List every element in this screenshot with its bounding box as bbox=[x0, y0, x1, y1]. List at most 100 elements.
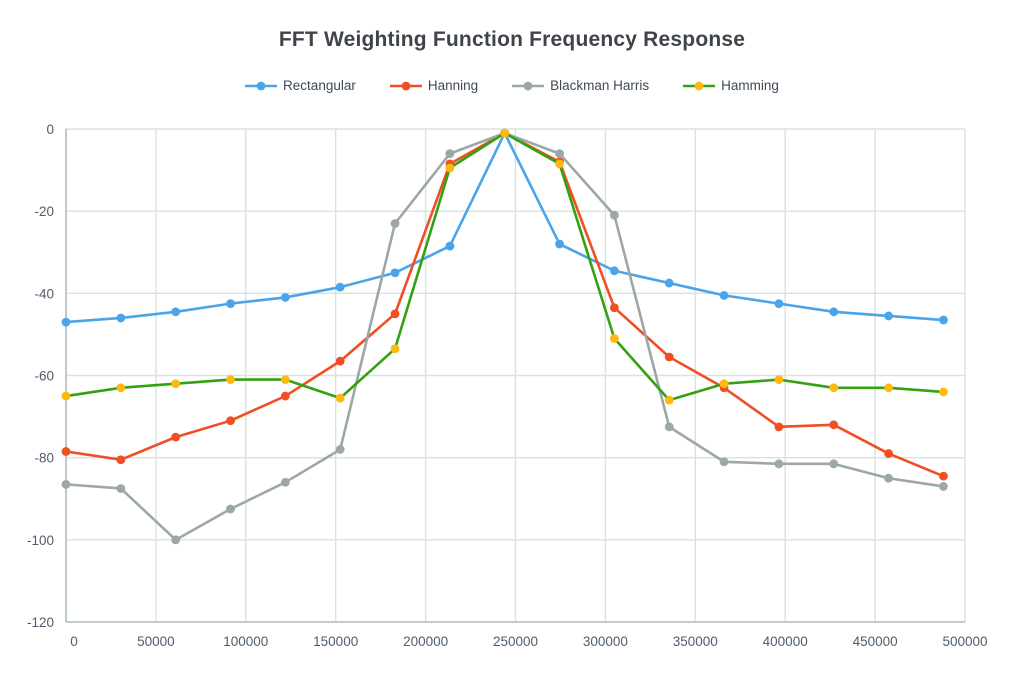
data-point-marker-hanning bbox=[116, 455, 126, 465]
data-point-marker-hanning bbox=[390, 309, 400, 319]
series-line-hamming bbox=[64, 131, 945, 402]
data-point-marker-blackman-harris bbox=[555, 149, 564, 159]
legend-label-blackman-harris: Blackman Harris bbox=[550, 78, 650, 93]
data-point-marker-rectangular bbox=[445, 241, 455, 251]
legend-marker-blackman-harris bbox=[523, 81, 533, 90]
series-line-hanning bbox=[64, 131, 945, 478]
x-axis-tick-label: 150000 bbox=[313, 634, 358, 649]
legend-swatch-rectangular bbox=[245, 81, 278, 90]
y-axis-tick-label: -100 bbox=[27, 533, 54, 548]
y-axis-tick-label: -60 bbox=[34, 369, 54, 384]
data-point-marker-blackman-harris bbox=[719, 457, 729, 467]
data-point-marker-hamming bbox=[280, 375, 290, 385]
data-point-marker-rectangular bbox=[61, 317, 71, 327]
data-point-marker-hamming bbox=[335, 393, 345, 403]
data-point-marker-hamming bbox=[445, 163, 455, 173]
x-axis-tick-label: 100000 bbox=[223, 634, 268, 649]
data-point-marker-rectangular bbox=[884, 311, 893, 321]
data-point-marker-rectangular bbox=[171, 307, 181, 317]
data-point-marker-rectangular bbox=[609, 266, 619, 276]
legend-swatch-hamming bbox=[683, 81, 716, 90]
y-axis-tick-label: -20 bbox=[34, 204, 54, 219]
data-point-marker-rectangular bbox=[555, 239, 564, 249]
data-point-marker-rectangular bbox=[280, 293, 290, 302]
y-axis-tick-label: -80 bbox=[34, 451, 54, 466]
x-axis-tick-label: 250000 bbox=[493, 634, 538, 649]
data-point-marker-hanning bbox=[664, 352, 674, 362]
data-point-marker-blackman-harris bbox=[116, 484, 126, 493]
x-axis-tick-label: 50000 bbox=[137, 634, 175, 649]
data-point-marker-blackman-harris bbox=[829, 459, 839, 469]
data-point-marker-blackman-harris bbox=[774, 459, 784, 469]
data-point-marker-hanning bbox=[61, 447, 71, 456]
legend-marker-rectangular bbox=[256, 81, 266, 90]
data-point-marker-blackman-harris bbox=[664, 422, 674, 432]
data-point-marker-rectangular bbox=[719, 290, 729, 300]
x-axis-tick-label: 200000 bbox=[403, 634, 448, 649]
data-point-marker-hamming bbox=[390, 344, 400, 354]
data-point-marker-blackman-harris bbox=[609, 210, 619, 220]
legend-item-hamming: Hamming bbox=[683, 78, 779, 93]
data-point-marker-rectangular bbox=[829, 307, 839, 317]
legend-item-blackman-harris: Blackman Harris bbox=[512, 78, 649, 93]
data-point-marker-hanning bbox=[171, 432, 181, 442]
data-point-marker-hamming bbox=[609, 334, 619, 343]
data-point-marker-rectangular bbox=[226, 299, 235, 309]
x-axis-tick-label: 400000 bbox=[763, 634, 808, 649]
data-point-marker-blackman-harris bbox=[280, 477, 290, 487]
data-point-marker-hanning bbox=[226, 416, 235, 426]
data-point-marker-hamming bbox=[939, 387, 948, 397]
data-point-marker-hamming bbox=[226, 375, 235, 385]
x-axis-tick-label: 350000 bbox=[673, 634, 718, 649]
data-point-marker-rectangular bbox=[116, 313, 126, 323]
legend-marker-hamming bbox=[694, 81, 704, 90]
data-point-marker-blackman-harris bbox=[939, 482, 948, 491]
data-point-marker-hamming bbox=[664, 395, 674, 405]
y-axis-tick-label: -40 bbox=[34, 286, 54, 301]
legend-item-hanning: Hanning bbox=[389, 78, 479, 93]
legend-item-rectangular: Rectangular bbox=[245, 78, 356, 93]
y-axis-tick-label: 0 bbox=[46, 122, 54, 137]
y-axis-tick-label: -120 bbox=[27, 615, 54, 630]
chart-legend: Rectangular Hanning Blackman Harris Hamming bbox=[0, 78, 1024, 93]
data-point-marker-hamming bbox=[171, 379, 181, 389]
data-point-marker-rectangular bbox=[774, 299, 784, 309]
x-axis-tick-label: 500000 bbox=[942, 634, 987, 649]
data-point-marker-blackman-harris bbox=[335, 445, 345, 454]
data-point-marker-rectangular bbox=[390, 268, 400, 278]
data-point-marker-hanning bbox=[335, 356, 345, 366]
series-line-blackman-harris bbox=[64, 131, 945, 542]
data-point-marker-hanning bbox=[829, 420, 839, 430]
legend-swatch-hanning bbox=[389, 81, 422, 90]
data-point-marker-blackman-harris bbox=[390, 219, 400, 228]
data-point-marker-hanning bbox=[884, 449, 893, 458]
x-axis-tick-label: 450000 bbox=[853, 634, 898, 649]
legend-label-rectangular: Rectangular bbox=[283, 78, 356, 93]
legend-swatch-blackman-harris bbox=[512, 81, 545, 90]
data-point-marker-hamming bbox=[719, 379, 729, 389]
data-point-marker-hamming bbox=[774, 375, 784, 385]
data-point-marker-hanning bbox=[939, 471, 948, 481]
data-point-marker-hamming bbox=[829, 383, 839, 393]
data-point-marker-hanning bbox=[280, 391, 290, 401]
data-point-marker-rectangular bbox=[664, 278, 674, 288]
data-point-marker-blackman-harris bbox=[61, 479, 71, 489]
data-point-marker-hamming bbox=[500, 128, 510, 138]
data-point-marker-hanning bbox=[774, 422, 784, 432]
data-point-marker-rectangular bbox=[939, 315, 948, 325]
x-axis-tick-label: 300000 bbox=[583, 634, 628, 649]
legend-label-hanning: Hanning bbox=[427, 78, 479, 93]
data-point-marker-blackman-harris bbox=[171, 535, 181, 545]
data-point-marker-blackman-harris bbox=[445, 149, 455, 159]
data-point-marker-rectangular bbox=[335, 282, 345, 292]
data-point-marker-blackman-harris bbox=[884, 473, 893, 483]
legend-marker-hanning bbox=[401, 81, 411, 90]
chart-title: FFT Weighting Function Frequency Respons… bbox=[278, 28, 746, 51]
data-point-marker-blackman-harris bbox=[226, 504, 235, 514]
legend-label-hamming: Hamming bbox=[721, 78, 779, 93]
data-point-marker-hamming bbox=[555, 159, 564, 169]
data-point-marker-hamming bbox=[61, 391, 71, 401]
data-point-marker-hamming bbox=[116, 383, 126, 393]
